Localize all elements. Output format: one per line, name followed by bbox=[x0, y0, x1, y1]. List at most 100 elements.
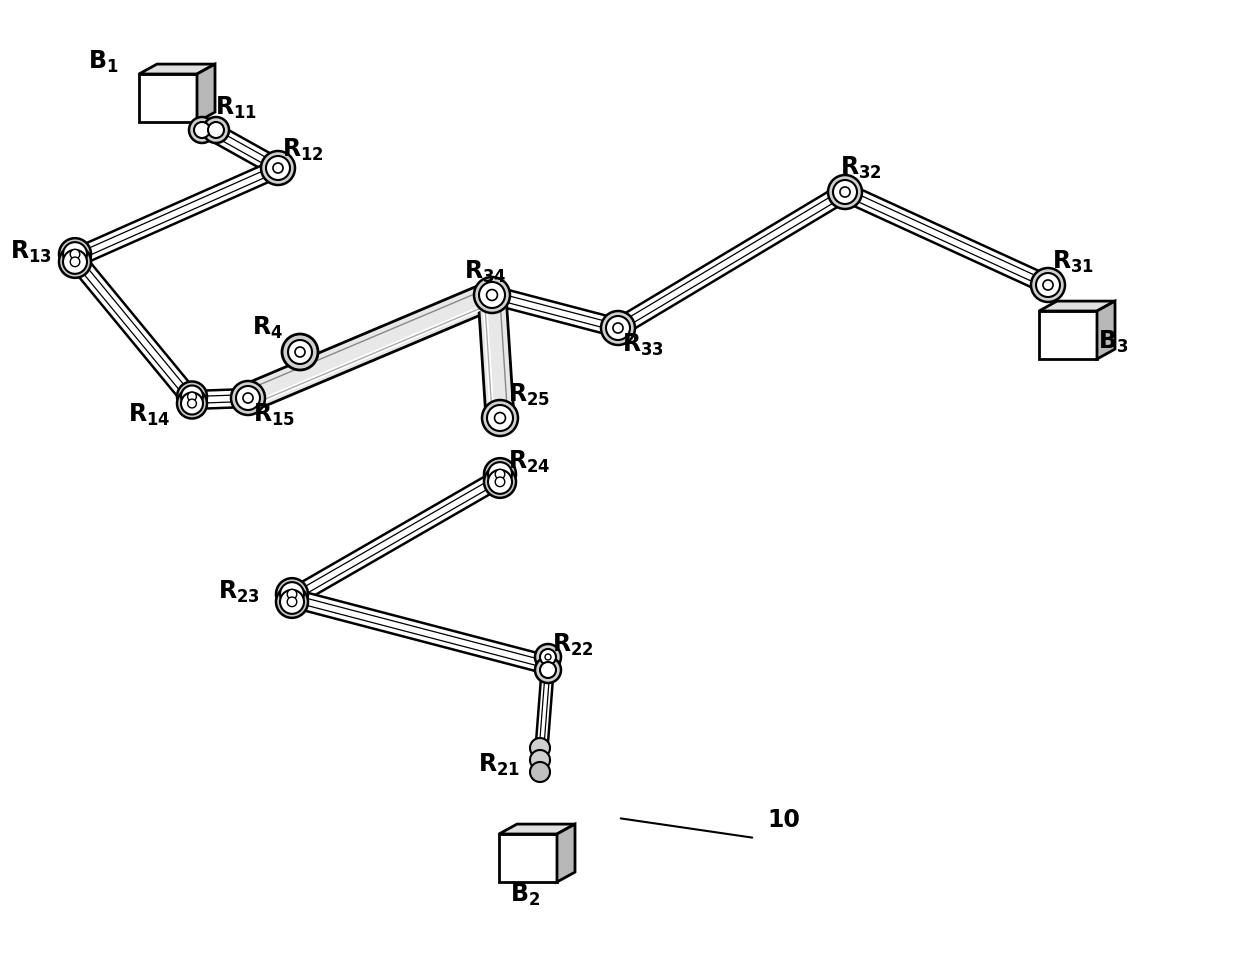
Text: $\mathbf{B_1}$: $\mathbf{B_1}$ bbox=[88, 49, 119, 75]
Polygon shape bbox=[68, 253, 198, 406]
Circle shape bbox=[277, 579, 308, 610]
Text: $\mathbf{R_{24}}$: $\mathbf{R_{24}}$ bbox=[508, 449, 551, 475]
Circle shape bbox=[485, 287, 500, 303]
Circle shape bbox=[495, 477, 505, 486]
Polygon shape bbox=[479, 294, 513, 419]
Circle shape bbox=[280, 582, 304, 606]
Polygon shape bbox=[841, 184, 1052, 293]
Circle shape bbox=[495, 412, 506, 424]
Circle shape bbox=[288, 340, 312, 364]
Circle shape bbox=[833, 180, 857, 204]
Circle shape bbox=[281, 334, 317, 370]
Text: $\mathbf{R_{13}}$: $\mathbf{R_{13}}$ bbox=[10, 239, 52, 265]
Circle shape bbox=[193, 122, 210, 138]
Circle shape bbox=[280, 590, 304, 614]
Polygon shape bbox=[192, 389, 248, 409]
Circle shape bbox=[288, 589, 296, 599]
Circle shape bbox=[71, 249, 79, 259]
Circle shape bbox=[236, 386, 260, 410]
Circle shape bbox=[828, 175, 862, 209]
Circle shape bbox=[60, 246, 91, 278]
Circle shape bbox=[601, 311, 635, 345]
Text: $\mathbf{R_{33}}$: $\mathbf{R_{33}}$ bbox=[622, 332, 665, 358]
Circle shape bbox=[177, 382, 207, 411]
Text: $\mathbf{R_{12}}$: $\mathbf{R_{12}}$ bbox=[281, 136, 324, 163]
Circle shape bbox=[539, 649, 556, 665]
Circle shape bbox=[295, 347, 305, 357]
Circle shape bbox=[489, 462, 512, 486]
Circle shape bbox=[474, 277, 510, 313]
Circle shape bbox=[181, 392, 203, 414]
Circle shape bbox=[177, 388, 207, 419]
Polygon shape bbox=[206, 122, 283, 176]
Circle shape bbox=[241, 391, 255, 406]
Circle shape bbox=[487, 405, 513, 431]
Polygon shape bbox=[139, 64, 215, 74]
Polygon shape bbox=[1039, 311, 1097, 359]
Circle shape bbox=[71, 257, 79, 266]
Circle shape bbox=[63, 242, 87, 266]
Polygon shape bbox=[1097, 301, 1115, 359]
Circle shape bbox=[492, 410, 507, 426]
Circle shape bbox=[288, 597, 296, 606]
Circle shape bbox=[187, 399, 196, 407]
Circle shape bbox=[546, 654, 551, 660]
Circle shape bbox=[485, 287, 500, 303]
Circle shape bbox=[63, 250, 87, 274]
Polygon shape bbox=[72, 160, 281, 266]
Polygon shape bbox=[139, 74, 197, 122]
Circle shape bbox=[208, 122, 224, 138]
Circle shape bbox=[489, 407, 511, 430]
Text: $\mathbf{R_{32}}$: $\mathbf{R_{32}}$ bbox=[839, 155, 882, 181]
Text: $\mathbf{R_{21}}$: $\mathbf{R_{21}}$ bbox=[477, 752, 521, 778]
Circle shape bbox=[539, 662, 556, 678]
Circle shape bbox=[1030, 268, 1065, 302]
Polygon shape bbox=[197, 64, 215, 122]
Circle shape bbox=[529, 738, 551, 758]
Circle shape bbox=[267, 156, 290, 180]
Polygon shape bbox=[1039, 301, 1115, 311]
Polygon shape bbox=[614, 185, 849, 335]
Text: $\mathbf{R_{34}}$: $\mathbf{R_{34}}$ bbox=[464, 259, 507, 285]
Circle shape bbox=[260, 151, 295, 185]
Circle shape bbox=[479, 282, 505, 308]
Circle shape bbox=[613, 323, 622, 333]
Circle shape bbox=[482, 400, 518, 436]
Circle shape bbox=[1035, 273, 1060, 297]
Polygon shape bbox=[534, 665, 554, 769]
Circle shape bbox=[484, 466, 516, 498]
Circle shape bbox=[529, 762, 551, 782]
Text: $\mathbf{R_{22}}$: $\mathbf{R_{22}}$ bbox=[552, 632, 594, 658]
Circle shape bbox=[181, 385, 203, 407]
Circle shape bbox=[486, 289, 497, 301]
Text: $\mathbf{R_{31}}$: $\mathbf{R_{31}}$ bbox=[1052, 249, 1094, 275]
Circle shape bbox=[495, 469, 505, 479]
Text: $\mathbf{R_{14}}$: $\mathbf{R_{14}}$ bbox=[128, 402, 171, 428]
Circle shape bbox=[606, 316, 630, 340]
Circle shape bbox=[489, 470, 512, 494]
Text: $\mathbf{R_{11}}$: $\mathbf{R_{11}}$ bbox=[215, 95, 257, 121]
Circle shape bbox=[481, 283, 503, 307]
Circle shape bbox=[1043, 280, 1053, 290]
Text: $\mathbf{R_{23}}$: $\mathbf{R_{23}}$ bbox=[218, 579, 260, 605]
Polygon shape bbox=[290, 589, 551, 674]
Text: $\mathbf{R_{25}}$: $\mathbf{R_{25}}$ bbox=[508, 382, 551, 408]
Circle shape bbox=[237, 386, 259, 409]
Circle shape bbox=[231, 381, 265, 415]
Circle shape bbox=[203, 117, 229, 143]
Text: 10: 10 bbox=[768, 808, 800, 832]
Circle shape bbox=[187, 392, 196, 401]
Circle shape bbox=[529, 750, 551, 770]
Polygon shape bbox=[498, 834, 557, 882]
Polygon shape bbox=[288, 470, 505, 605]
Circle shape bbox=[534, 657, 560, 683]
Circle shape bbox=[243, 393, 253, 403]
Polygon shape bbox=[498, 825, 575, 834]
Text: $\mathbf{R_{15}}$: $\mathbf{R_{15}}$ bbox=[253, 402, 295, 428]
Circle shape bbox=[534, 644, 560, 670]
Circle shape bbox=[273, 163, 283, 173]
Circle shape bbox=[481, 283, 503, 307]
Text: $\mathbf{R_4}$: $\mathbf{R_4}$ bbox=[252, 315, 283, 341]
Text: $\mathbf{B_3}$: $\mathbf{B_3}$ bbox=[1097, 329, 1128, 356]
Polygon shape bbox=[557, 825, 575, 882]
